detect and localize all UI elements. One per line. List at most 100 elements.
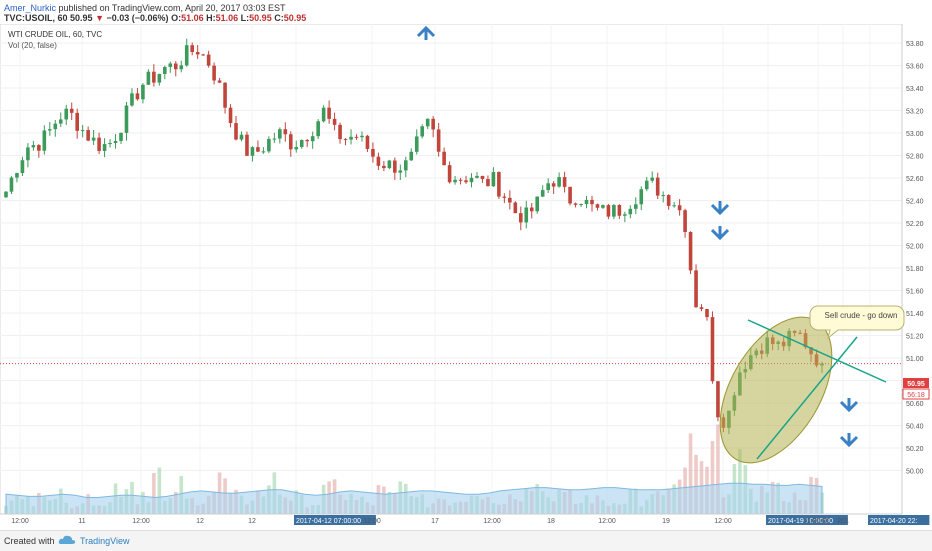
candle-down <box>256 147 260 152</box>
y-tick-label: 53.40 <box>906 86 924 93</box>
candle-up <box>184 45 189 66</box>
candle-down <box>376 156 381 166</box>
symbol-label: TVC:USOIL, 60 <box>4 13 68 23</box>
chart-area[interactable]: 53.80 53.60 53.40 53.20 53.00 52.80 52.60 52.40… <box>0 23 932 528</box>
candle-up <box>80 130 85 132</box>
y-tick-label: 52.00 <box>906 244 924 251</box>
candle-up <box>31 145 36 148</box>
volume-bar <box>694 454 698 514</box>
candle-up <box>398 170 403 173</box>
high-value: 51.06 <box>215 13 239 23</box>
candle-up <box>48 129 52 131</box>
x-tick-label: 12 <box>248 518 256 525</box>
candle-down <box>518 213 523 223</box>
candle-up <box>108 143 112 145</box>
candle-down <box>716 381 720 418</box>
candle-up <box>250 147 255 156</box>
candle-up <box>9 177 14 192</box>
candle-down <box>201 54 205 56</box>
candle-down <box>338 124 342 140</box>
x-tick-label: 11 <box>78 518 85 525</box>
candle-down <box>486 179 490 187</box>
candle-up <box>612 204 616 217</box>
candle-up <box>124 105 129 133</box>
close-value: 50.95 <box>283 13 307 23</box>
candle-up <box>420 126 425 137</box>
candle-up <box>453 179 457 183</box>
candle-up <box>661 195 665 197</box>
candle-up <box>91 137 96 141</box>
candle-down <box>234 123 238 140</box>
y-tick-label: 53.80 <box>906 41 924 48</box>
candle-down <box>710 317 715 382</box>
candle-up <box>639 189 644 205</box>
candle-up <box>163 66 167 74</box>
high-label: H: <box>206 13 216 23</box>
last-price-tag-text: 50.95 <box>907 381 925 388</box>
candle-up <box>469 177 474 183</box>
change-value: −0.03 (−0.06%) <box>106 13 169 23</box>
candle-down <box>371 148 375 157</box>
candle-up <box>584 199 589 205</box>
tradingview-link[interactable]: TradingView <box>80 536 130 546</box>
candle-down <box>195 52 200 55</box>
x-tick-label: 17 <box>431 518 439 525</box>
x-tick-label: 12:00 <box>598 518 616 525</box>
last-price-badge <box>903 378 929 388</box>
candle-up <box>316 121 320 137</box>
upper-trendline[interactable] <box>747 319 887 383</box>
price-chart[interactable]: 53.80 53.60 53.40 53.20 53.00 52.80 52.60 52.40… <box>0 23 932 528</box>
x-tick-label: 12:00 <box>714 518 732 525</box>
x-tick-label: 12:00 <box>363 518 381 525</box>
candle-down <box>245 134 249 156</box>
candle-up <box>239 134 244 140</box>
lower-trendline[interactable] <box>756 336 858 460</box>
price-axis[interactable]: 53.80 53.60 53.40 53.20 53.00 52.80 52.60 52.40… <box>901 24 924 514</box>
chart-header: Amer_Nurkic published on TradingView.com… <box>0 0 932 24</box>
candle-up <box>524 207 529 223</box>
candle-up <box>360 135 364 138</box>
candle-down <box>694 270 698 308</box>
low-label: L: <box>240 13 250 23</box>
chart-subtitle: Vol (20, false) <box>8 41 57 50</box>
candle-down <box>513 202 518 214</box>
x-tick-label: 201 <box>837 518 849 525</box>
x-tick-label: 12 <box>196 518 204 525</box>
candle-up <box>179 65 184 70</box>
volume-ma-area <box>5 482 823 515</box>
annotation-callout[interactable]: Sell crude - go down <box>809 305 905 340</box>
candle-down <box>655 177 660 196</box>
published-text: published on TradingView.com, April 20, … <box>58 3 286 13</box>
candle-up <box>53 123 58 130</box>
volume-bar <box>152 473 156 514</box>
candle-up <box>20 160 25 173</box>
arrow-up-icon[interactable] <box>416 25 436 40</box>
candle-up <box>546 183 550 191</box>
y-tick-label: 50.60 <box>906 401 924 408</box>
countdown-text: 56:18 <box>907 392 925 399</box>
y-tick-label: 51.80 <box>906 266 924 273</box>
candle-up <box>113 141 118 144</box>
author-link[interactable]: Amer_Nurkic <box>4 3 57 13</box>
callout-text: Sell crude - go down <box>825 311 898 320</box>
candle-down <box>365 135 370 149</box>
arrow-down-icon[interactable] <box>710 226 730 241</box>
candle-down <box>354 136 359 138</box>
candle-up <box>535 196 540 212</box>
arrow-down-icon[interactable] <box>839 433 859 448</box>
y-tick-label: 50.20 <box>906 446 924 453</box>
arrow-down-icon[interactable] <box>710 201 730 216</box>
candle-down <box>288 134 293 150</box>
y-tick-label: 51.60 <box>906 289 924 296</box>
arrow-down-icon[interactable] <box>839 398 859 413</box>
low-value: 50.95 <box>249 13 272 23</box>
symbol-line: TVC:USOIL, 60 50.95 ▼ −0.03 (−0.06%) O:5… <box>4 13 306 23</box>
candle-down <box>69 108 74 113</box>
time-axis[interactable]: 12:00 11 12:00 12 12 2017-04-12 07:00:00 12:00… <box>0 513 930 525</box>
candle-down <box>480 175 485 180</box>
candle-up <box>278 129 282 139</box>
x-tick-label: 12:00 <box>132 518 150 525</box>
candle-down <box>568 186 572 204</box>
x-tick-label: 1:00:00 <box>806 518 829 525</box>
candle-down <box>393 160 397 173</box>
